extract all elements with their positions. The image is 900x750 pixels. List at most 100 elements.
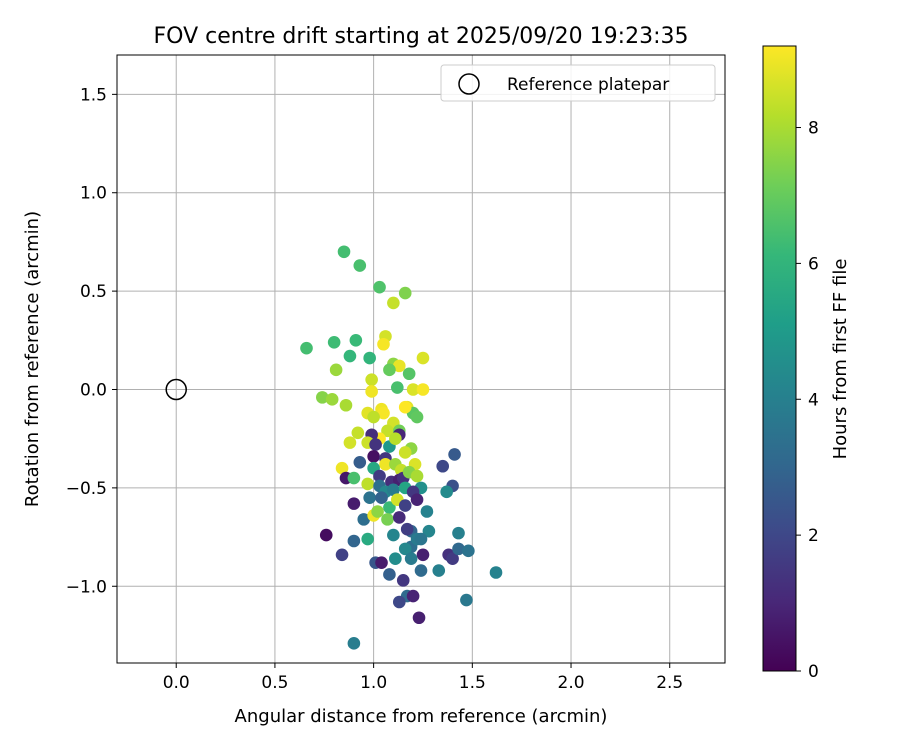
data-point (387, 296, 400, 310)
data-point (410, 493, 424, 506)
x-tick-label: 2.0 (558, 673, 585, 693)
data-point (315, 391, 329, 404)
y-axis-label: Rotation from reference (arcmin) (22, 211, 43, 507)
data-point (406, 589, 420, 603)
data-point (392, 359, 406, 373)
data-point (432, 564, 446, 577)
data-point (367, 450, 380, 463)
data-point (416, 383, 430, 396)
colorbar-tick-label: 2 (808, 526, 819, 546)
colorbar-gradient (762, 45, 797, 672)
data-point (300, 341, 313, 355)
data-point (375, 556, 388, 569)
x-tick-label: 0.0 (163, 673, 190, 693)
data-point (383, 501, 396, 514)
data-point (365, 373, 378, 386)
data-point (377, 337, 390, 351)
data-point (460, 593, 473, 607)
data-point (347, 534, 361, 548)
colorbar-tick-label: 6 (808, 254, 819, 274)
y-axis-ticks: 1.5 1.0 0.5 0.0 −0.5 −1.0 (66, 85, 117, 597)
data-point (416, 351, 430, 365)
data-point (357, 513, 371, 526)
data-point (365, 385, 378, 398)
y-tick-label: 0.0 (80, 380, 107, 400)
legend-entry-reference: Reference platepar (507, 75, 669, 95)
colorbar-tick-label: 8 (808, 119, 819, 139)
legend-marker-icon (458, 73, 480, 95)
x-tick-label: 1.5 (459, 673, 486, 693)
data-point (420, 505, 434, 518)
data-point (337, 245, 351, 259)
data-point (349, 334, 363, 347)
y-tick-label: 1.0 (80, 184, 107, 204)
data-point (329, 363, 343, 377)
data-point (367, 410, 380, 424)
data-point (383, 568, 396, 581)
data-point (412, 611, 426, 625)
data-point (448, 448, 461, 461)
data-point (489, 566, 503, 579)
data-point (446, 552, 459, 566)
data-point (414, 532, 428, 546)
data-point (325, 393, 339, 406)
chart-title: FOV centre drift starting at 2025/09/20 … (154, 24, 689, 49)
y-tick-label: 0.5 (80, 282, 107, 302)
data-point (410, 469, 424, 483)
data-point (381, 513, 394, 526)
data-point (402, 367, 416, 381)
colorbar-tick-label: 4 (808, 390, 819, 410)
data-point (389, 432, 402, 445)
data-point (389, 552, 402, 566)
colorbar-ticks: 0 2 4 6 8 (796, 119, 819, 682)
data-point (339, 398, 353, 412)
data-point (414, 564, 428, 577)
data-point (396, 574, 410, 587)
x-tick-label: 1.0 (360, 673, 387, 693)
data-point (327, 335, 341, 349)
data-point (404, 552, 418, 566)
data-point (398, 446, 412, 459)
data-point (436, 459, 450, 473)
data-point (353, 456, 367, 469)
data-point (335, 461, 349, 475)
data-point (440, 485, 453, 499)
data-point (452, 526, 465, 540)
colorbar-label: Hours from first FF file (830, 259, 851, 460)
data-point (379, 457, 392, 471)
data-point (363, 351, 376, 365)
data-point (369, 438, 382, 451)
data-point (375, 491, 388, 505)
y-tick-label: −0.5 (66, 479, 107, 499)
legend: Reference platepar (440, 64, 716, 102)
reference-platepar-marker (165, 378, 187, 401)
data-point (351, 426, 365, 440)
colorbar: 0 2 4 6 8 Hours from first FF file (762, 45, 851, 682)
data-point (462, 544, 475, 558)
data-points (300, 245, 503, 650)
data-point (410, 410, 424, 424)
data-point (422, 524, 436, 538)
data-point (383, 363, 396, 377)
data-point (452, 542, 465, 556)
data-point (416, 548, 430, 562)
data-point (343, 436, 357, 449)
data-point (406, 383, 420, 396)
data-point (398, 542, 412, 556)
data-point (347, 471, 361, 485)
data-point (347, 637, 361, 650)
plot-frame (116, 54, 726, 664)
data-point (319, 528, 333, 542)
x-axis-label: Angular distance from reference (arcmin) (235, 706, 608, 727)
colorbar-tick-label: 0 (808, 662, 819, 682)
data-point (347, 497, 361, 510)
data-point (335, 548, 349, 562)
data-point (373, 280, 386, 294)
data-point (377, 406, 390, 420)
data-point (398, 499, 412, 512)
data-point (381, 424, 394, 438)
data-point (371, 505, 384, 518)
data-point (387, 483, 400, 497)
y-tick-label: 1.5 (80, 85, 107, 105)
